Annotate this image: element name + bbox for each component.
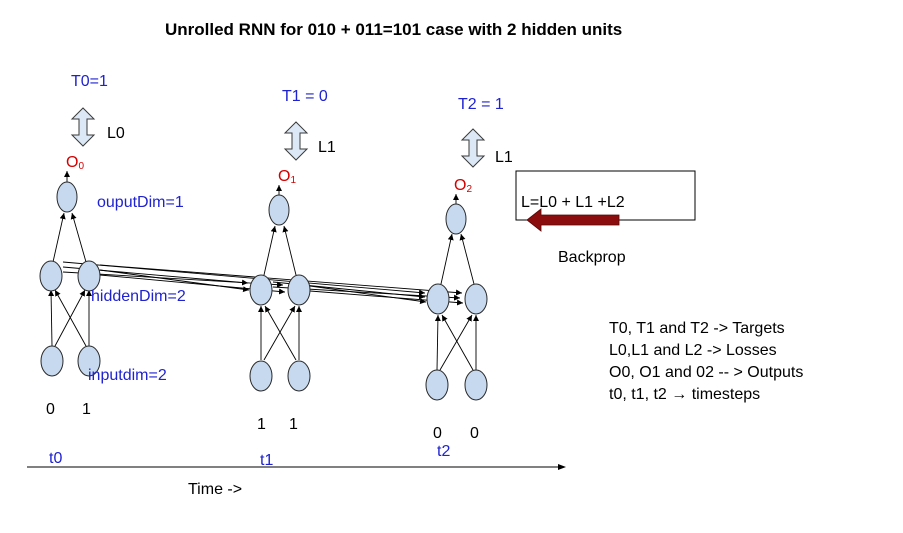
target-label-t0: T0=1 [71, 73, 108, 90]
input-node-t0-1 [40, 345, 64, 377]
edge-input-hidden [441, 314, 474, 371]
timestep-label-t0: t0 [49, 450, 62, 467]
loss-label-l1: L1 [318, 139, 336, 156]
target-label-t1: T1 = 0 [282, 88, 328, 105]
edge-hidden-output [282, 225, 297, 276]
loss-double-arrow-t0 [70, 107, 96, 147]
edge-hidden-output [440, 233, 454, 285]
loss-double-arrow-t1 [283, 121, 309, 161]
edge-recurrent-t0-t2 [99, 264, 463, 296]
loss-label-l0: L0 [107, 125, 125, 142]
input-value: 0 [46, 401, 55, 418]
hidden-node-t0-2 [77, 260, 101, 292]
backprop-arrow [526, 208, 620, 232]
output-node-t2 [445, 203, 467, 235]
edge-input-hidden [48, 289, 55, 347]
loss-sum-box [515, 170, 696, 221]
input-value: 0 [470, 425, 479, 442]
edge-input-hidden [434, 314, 441, 371]
input-dim-label: inputdim=2 [88, 367, 167, 384]
loss-sum-text: L=L0 + L1 +L2 [521, 194, 625, 211]
timestep-label-t2: t2 [437, 443, 450, 460]
legend-line: t0, t1, t2 → timesteps [609, 386, 760, 403]
edge-input-hidden [263, 305, 296, 361]
hidden-node-t0-1 [39, 260, 63, 292]
edge-input-hidden [264, 305, 297, 361]
backprop-label: Backprop [558, 249, 626, 266]
edge-hidden-output [52, 212, 66, 263]
time-axis-arrowhead [558, 464, 566, 470]
input-node-t0-2 [77, 345, 101, 377]
edge-recurrent-t1-t2 [309, 285, 427, 305]
output-node-t1 [268, 194, 290, 226]
legend-line: T0, T1 and T2 -> Targets [609, 320, 785, 337]
loss-double-arrow-t2 [460, 128, 486, 168]
loss-label-l2: L1 [495, 149, 513, 166]
input-node-t2-1 [425, 369, 449, 401]
edge-hidden-output [263, 225, 277, 276]
hidden-node-t1-2 [287, 274, 311, 306]
output-dim-label: ouputDim=1 [97, 194, 184, 211]
time-axis-label: Time -> [188, 481, 242, 498]
output-node-t0 [56, 181, 78, 213]
input-node-t2-2 [464, 369, 488, 401]
edge-input-hidden [54, 289, 87, 347]
hidden-node-t2-2 [464, 283, 488, 315]
edge-hidden-output [70, 212, 87, 263]
input-value: 1 [82, 401, 91, 418]
edge-hidden-output [459, 233, 475, 285]
input-value: 0 [433, 425, 442, 442]
diagram-title: Unrolled RNN for 010 + 011=101 case with… [165, 20, 622, 39]
input-value: 1 [257, 416, 266, 433]
output-label-o0: O0 [66, 154, 84, 172]
edge-input-hidden [439, 314, 473, 371]
hidden-node-t2-1 [426, 283, 450, 315]
input-value: 1 [289, 416, 298, 433]
hidden-dim-label: hiddenDim=2 [91, 288, 186, 305]
hidden-node-t1-1 [249, 274, 273, 306]
input-node-t1-2 [287, 360, 311, 392]
output-label-o2: O2 [454, 177, 472, 195]
target-label-t2: T2 = 1 [458, 96, 504, 113]
legend-line: L0,L1 and L2 -> Losses [609, 342, 777, 359]
output-label-o1: O1 [278, 168, 296, 186]
input-node-t1-1 [249, 360, 273, 392]
legend-line: O0, O1 and 02 -- > Outputs [609, 364, 803, 381]
timestep-label-t1: t1 [260, 452, 273, 469]
